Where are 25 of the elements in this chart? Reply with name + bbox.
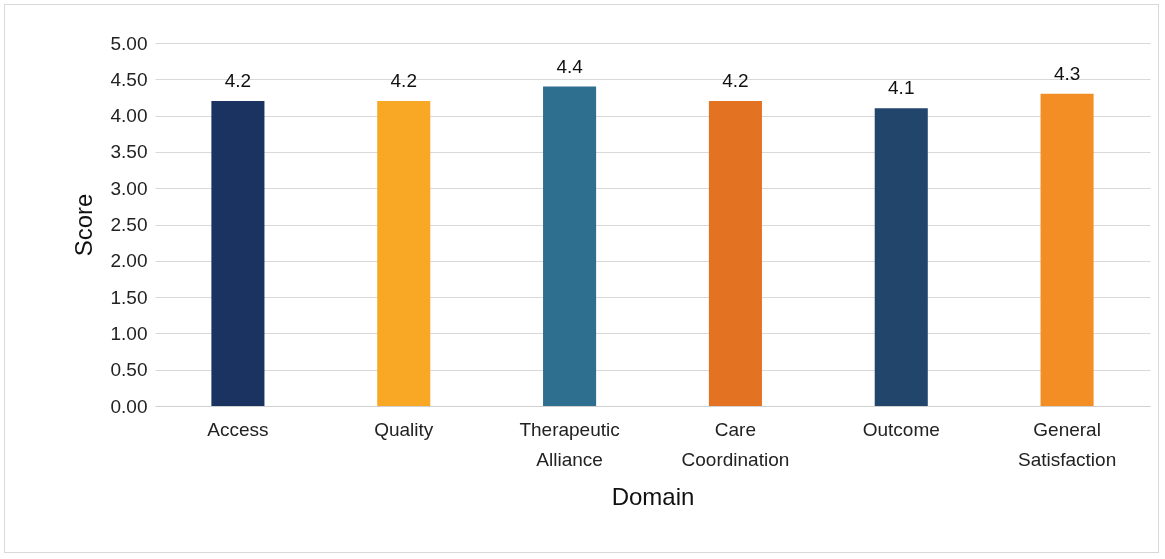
data-label: 4.3 (1053, 62, 1081, 84)
y-tick-label: 1.50 (110, 286, 148, 308)
x-tick-label: Access (207, 418, 269, 440)
x-tick-label: Care Coordination (681, 418, 790, 470)
y-axis-title: Score (69, 193, 97, 257)
data-label: 4.2 (390, 70, 417, 92)
y-tick-label: 4.50 (110, 68, 148, 90)
x-tick-label: General Satisfaction (1017, 418, 1117, 470)
data-label: 4.4 (556, 55, 584, 77)
data-label: 4.2 (224, 70, 252, 92)
y-tick-label: 4.00 (110, 105, 148, 127)
data-label: 4.2 (722, 70, 749, 92)
y-tick-label: 2.00 (110, 250, 148, 272)
data-label: 4.1 (888, 77, 915, 99)
x-axis-title: Domain (611, 482, 695, 510)
y-tick-label: 2.50 (110, 214, 148, 235)
y-tick-label: 5.00 (110, 32, 148, 54)
y-tick-label: 0.00 (110, 395, 148, 417)
y-tick-label: 0.50 (110, 359, 148, 381)
x-tick-label: Therapeutic Alliance (519, 418, 620, 470)
y-tick-label: 3.50 (110, 141, 148, 163)
y-tick-label: 1.00 (110, 322, 148, 344)
x-tick-label: Quality (374, 418, 434, 440)
x-tick-label: Outcome (862, 418, 940, 440)
y-tick-label: 3.00 (110, 177, 148, 199)
